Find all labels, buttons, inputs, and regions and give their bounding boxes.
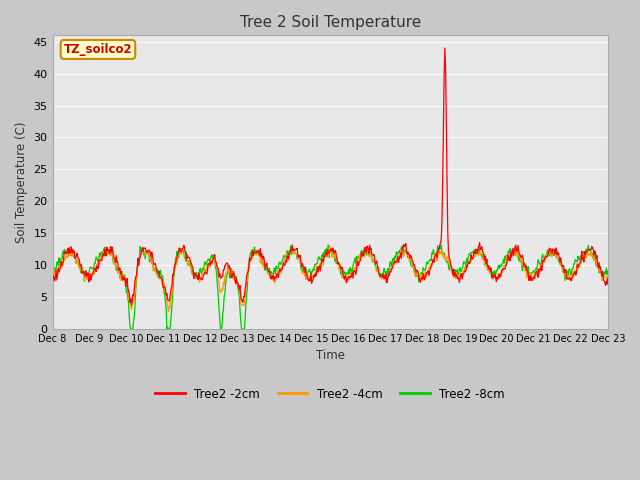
Tree2 -4cm — [114, 270, 122, 276]
Tree2 -4cm — [604, 273, 612, 279]
Tree2 -4cm — [164, 309, 172, 314]
Line: Tree2 -2cm: Tree2 -2cm — [52, 48, 608, 305]
Tree2 -8cm — [49, 271, 56, 277]
Line: Tree2 -4cm: Tree2 -4cm — [52, 246, 608, 312]
Tree2 -8cm — [244, 271, 252, 276]
Tree2 -4cm — [389, 263, 397, 268]
Tree2 -8cm — [419, 265, 427, 271]
Line: Tree2 -8cm: Tree2 -8cm — [52, 245, 608, 329]
Text: TZ_soilco2: TZ_soilco2 — [63, 43, 132, 56]
Tree2 -4cm — [49, 280, 56, 286]
Tree2 -2cm — [419, 271, 427, 276]
Tree2 -4cm — [420, 274, 428, 280]
Y-axis label: Soil Temperature (C): Soil Temperature (C) — [15, 121, 28, 243]
Tree2 -8cm — [114, 267, 122, 273]
X-axis label: Time: Time — [316, 349, 345, 362]
Title: Tree 2 Soil Temperature: Tree 2 Soil Temperature — [239, 15, 420, 30]
Tree2 -8cm — [604, 268, 612, 274]
Tree2 -4cm — [216, 290, 224, 296]
Tree2 -2cm — [244, 269, 252, 275]
Tree2 -2cm — [388, 265, 396, 271]
Tree2 -8cm — [127, 326, 134, 332]
Tree2 -8cm — [265, 265, 273, 271]
Tree2 -2cm — [127, 302, 135, 308]
Tree2 -2cm — [441, 45, 449, 51]
Tree2 -2cm — [604, 276, 612, 282]
Tree2 -8cm — [388, 260, 396, 265]
Tree2 -8cm — [437, 242, 445, 248]
Tree2 -4cm — [265, 272, 273, 277]
Tree2 -2cm — [216, 276, 224, 281]
Tree2 -8cm — [216, 326, 224, 332]
Tree2 -2cm — [49, 278, 56, 284]
Tree2 -2cm — [265, 268, 273, 274]
Tree2 -2cm — [114, 259, 122, 265]
Legend: Tree2 -2cm, Tree2 -4cm, Tree2 -8cm: Tree2 -2cm, Tree2 -4cm, Tree2 -8cm — [150, 383, 509, 405]
Tree2 -4cm — [326, 243, 333, 249]
Tree2 -4cm — [244, 266, 252, 272]
